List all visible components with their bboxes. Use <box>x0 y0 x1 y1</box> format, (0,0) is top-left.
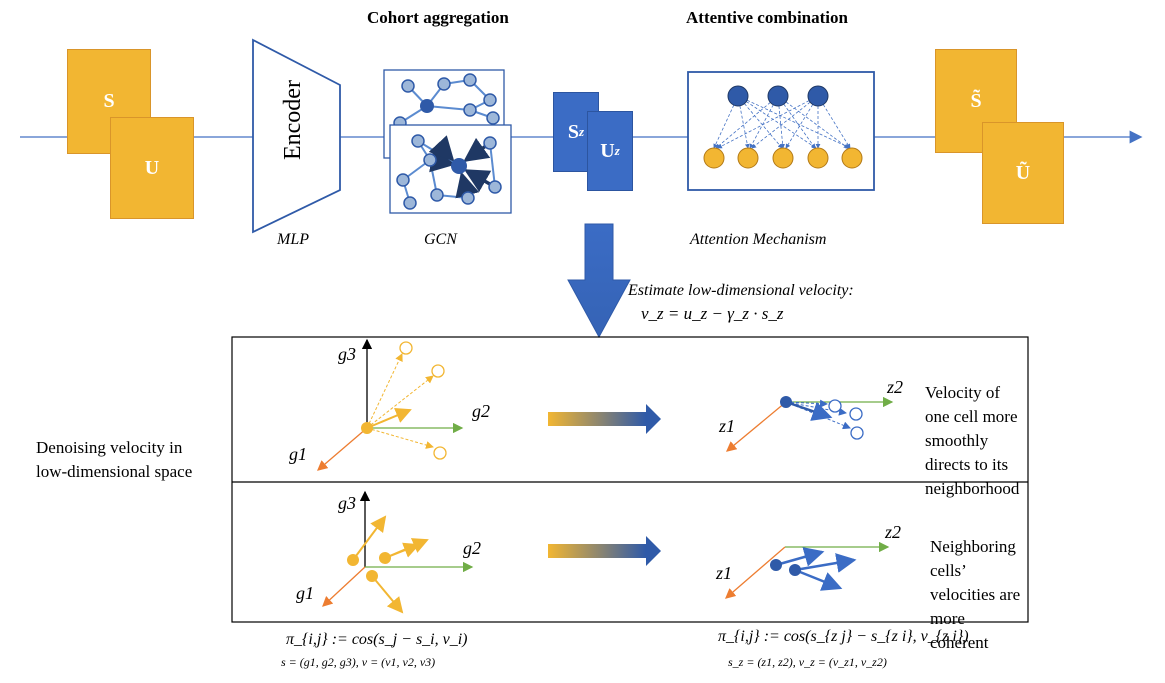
transform-arrow-top <box>548 404 661 434</box>
top-right-z1: z1 <box>719 416 736 436</box>
estimate-equation: v_z = u_z − γ_z · s_z <box>641 304 784 323</box>
caption-gcn: GCN <box>424 231 457 248</box>
box-uz-label: U <box>600 139 615 162</box>
box-u: U <box>110 117 194 219</box>
box-u-tilde-label: Ũ <box>1015 161 1031 184</box>
attention-mechanism-box <box>687 71 875 191</box>
box-u-label: U <box>144 156 160 179</box>
encoder-trapezoid <box>252 38 341 234</box>
box-sz-sub: z <box>579 124 585 139</box>
estimate-label: Estimate low-dimensional velocity: <box>628 282 854 299</box>
top-left-g3: g3 <box>338 344 356 364</box>
top-left-g2: g2 <box>472 401 490 421</box>
top-left-axes <box>317 338 464 471</box>
bottom-left-g1: g1 <box>296 583 314 603</box>
formula-right-main: π_{i,j} := cos(s_{z j} − s_{z i}, v_{z i… <box>718 628 969 645</box>
top-right-z2: z2 <box>887 377 904 397</box>
velocity-panels-frame <box>231 336 1029 623</box>
bottom-right-z1: z1 <box>716 563 733 583</box>
box-uz-sub: z <box>614 143 620 158</box>
top-left-g1: g1 <box>289 444 307 464</box>
bottom-left-g3: g3 <box>338 493 356 513</box>
box-sz-label: S <box>567 120 580 143</box>
bottom-panel-text: Neighboring cells’ velocities are more c… <box>930 537 1021 652</box>
attentive-combination-title: Attentive combination <box>686 8 848 27</box>
box-s-label: S <box>103 90 115 112</box>
caption-mlp: MLP <box>277 231 309 248</box>
cohort-aggregation-title: Cohort aggregation <box>367 8 509 27</box>
encoder-label: Encoder <box>280 80 306 160</box>
box-u-tilde: Ũ <box>982 122 1064 224</box>
bottom-right-z2: z2 <box>885 522 902 542</box>
top-right-axes <box>725 396 894 452</box>
formula-left-sub: s = (g1, g2, g3), v = (v1, v2, v3) <box>281 655 436 669</box>
side-label: Denoising velocity in low-dimensional sp… <box>36 438 193 481</box>
transform-arrow-bottom <box>548 536 661 566</box>
top-panel-text: Velocity of one cell more smoothly direc… <box>925 383 1020 498</box>
formula-left-main: π_{i,j} := cos(s_j − s_i, v_i) <box>286 631 468 648</box>
gcn-graph-front <box>389 124 512 214</box>
caption-attention: Attention Mechanism <box>690 231 827 248</box>
bottom-right-axes <box>725 541 890 599</box>
bottom-left-g2: g2 <box>463 538 481 558</box>
box-s-tilde-label: S̃ <box>970 89 982 112</box>
big-down-arrow <box>567 223 631 339</box>
formula-right-sub: s_z = (z1, z2), v_z = (v_z1, v_z2) <box>728 655 887 669</box>
bottom-left-axes <box>322 490 474 614</box>
